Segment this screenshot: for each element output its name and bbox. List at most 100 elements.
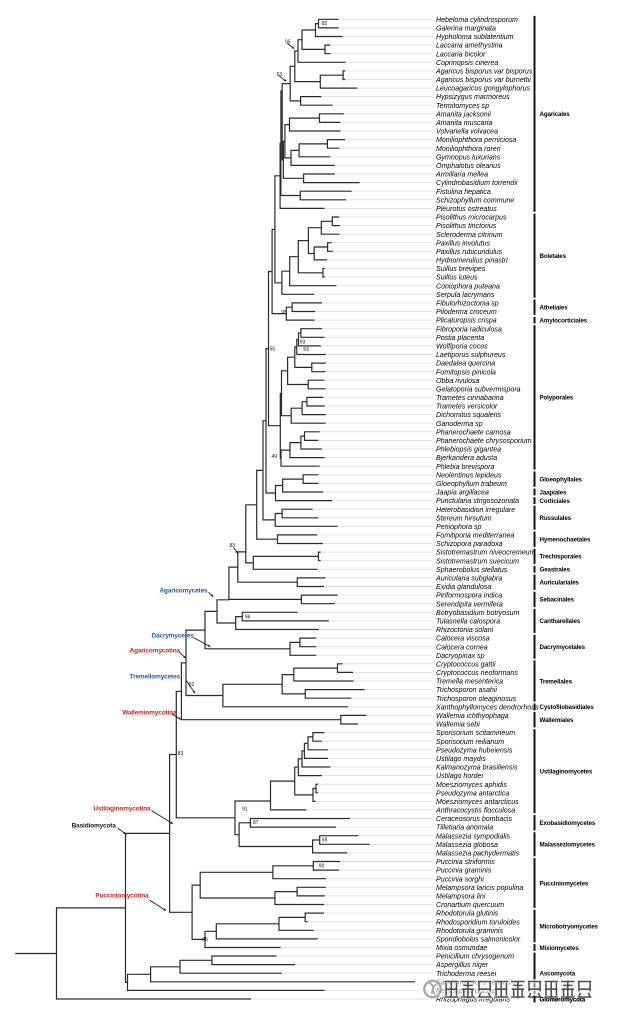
svg-text:Dichomitus squalens: Dichomitus squalens <box>436 412 501 419</box>
svg-text:Kalmanozyma brasiliensis: Kalmanozyma brasiliensis <box>436 765 518 772</box>
svg-text:Tremellomycetes: Tremellomycetes <box>130 674 181 681</box>
svg-text:Sphaerobolus stellatus: Sphaerobolus stellatus <box>436 567 508 574</box>
svg-text:Trichosporon oleaginosus: Trichosporon oleaginosus <box>436 696 517 703</box>
svg-text:Galerina marginata: Galerina marginata <box>436 26 496 33</box>
svg-text:Paxillus involutus: Paxillus involutus <box>436 240 491 247</box>
svg-text:Cylindrobasidium torrendii: Cylindrobasidium torrendii <box>436 180 518 187</box>
svg-text:Mixiomycetes: Mixiomycetes <box>540 945 580 952</box>
svg-text:Rhodotorula graminis: Rhodotorula graminis <box>436 928 503 935</box>
svg-text:Fomitiporia mediterranea: Fomitiporia mediterranea <box>436 533 514 540</box>
svg-text:Wolfiporia cocos: Wolfiporia cocos <box>436 344 488 351</box>
svg-text:91: 91 <box>242 807 248 813</box>
svg-text:Calocera viscosa: Calocera viscosa <box>436 636 490 643</box>
svg-text:Cryptococcus gattii: Cryptococcus gattii <box>436 661 496 668</box>
svg-text:Jaapiales: Jaapiales <box>540 489 567 496</box>
svg-text:Piriformospora indica: Piriformospora indica <box>436 593 502 600</box>
svg-text:Piloderma croceum: Piloderma croceum <box>436 309 497 316</box>
svg-text:Calocera cornea: Calocera cornea <box>436 644 488 651</box>
svg-text:Ceraceosorus bombacis: Ceraceosorus bombacis <box>436 816 512 823</box>
svg-text:Wallemia sebi: Wallemia sebi <box>436 722 480 729</box>
svg-text:Plicaturopsis crispa: Plicaturopsis crispa <box>436 318 497 325</box>
svg-text:83: 83 <box>230 543 236 549</box>
svg-text:Armillaria mellea: Armillaria mellea <box>435 172 488 179</box>
svg-text:Pseudozyma hubeiensis: Pseudozyma hubeiensis <box>436 747 513 754</box>
svg-text:Basidiomycota: Basidiomycota <box>72 822 117 829</box>
svg-text:Tremellales: Tremellales <box>540 678 573 685</box>
svg-text:Ganoderma sp: Ganoderma sp <box>436 421 483 428</box>
svg-text:Anthracocystis flocculosa: Anthracocystis flocculosa <box>435 808 515 815</box>
svg-text:Volvariella volvacea: Volvariella volvacea <box>436 129 498 136</box>
svg-text:Ustilago hordei: Ustilago hordei <box>436 773 483 780</box>
svg-text:Jaapia argillacea: Jaapia argillacea <box>435 490 489 497</box>
svg-text:Hydnomerulius pinastri: Hydnomerulius pinastri <box>436 258 508 265</box>
svg-text:Penicillium chrysogenum: Penicillium chrysogenum <box>436 954 514 961</box>
svg-text:Trechisporales: Trechisporales <box>540 554 583 561</box>
svg-text:Hebeloma cylindrosporum: Hebeloma cylindrosporum <box>436 17 518 24</box>
svg-text:Stereum hirsutum: Stereum hirsutum <box>436 515 492 522</box>
svg-text:Glomeromycota: Glomeromycota <box>540 996 586 1003</box>
svg-text:Hypholoma sublateritium: Hypholoma sublateritium <box>436 34 514 41</box>
svg-text:Scleroderma citrinum: Scleroderma citrinum <box>436 232 503 239</box>
svg-text:Botryobasidium botryosum: Botryobasidium botryosum <box>436 610 520 617</box>
svg-text:90: 90 <box>319 864 325 870</box>
svg-text:Malassezia globosa: Malassezia globosa <box>436 842 498 849</box>
svg-text:Puccinia graminis: Puccinia graminis <box>436 868 492 875</box>
svg-text:Glomeromycota: Glomeromycota <box>540 996 586 1003</box>
svg-text:Sporisorium scitamineum: Sporisorium scitamineum <box>436 730 515 737</box>
svg-text:Moesziomyces antarcticus: Moesziomyces antarcticus <box>436 799 519 806</box>
svg-text:Dacrymycetales: Dacrymycetales <box>540 644 586 651</box>
svg-text:Melampsora lini: Melampsora lini <box>436 894 486 901</box>
svg-text:Gelatoporia subvermispora: Gelatoporia subvermispora <box>436 386 521 393</box>
svg-text:Pucciniomycetes: Pucciniomycetes <box>540 880 589 887</box>
svg-text:Malasseziomycetes: Malasseziomycetes <box>540 842 596 849</box>
svg-text:82: 82 <box>189 682 195 688</box>
svg-text:Ustilaginomycetes: Ustilaginomycetes <box>540 769 593 776</box>
svg-text:Moniliophthora roreri: Moniliophthora roreri <box>436 146 501 153</box>
svg-text:Trametes cinnabarina: Trametes cinnabarina <box>436 395 504 402</box>
svg-text:Obba rivulosa: Obba rivulosa <box>436 378 480 385</box>
svg-text:Rhizoctonia solani: Rhizoctonia solani <box>436 627 494 634</box>
svg-text:Cystofilobasidiales: Cystofilobasidiales <box>540 704 595 711</box>
svg-text:Exidia glandulosa: Exidia glandulosa <box>436 584 491 591</box>
svg-text:Daedalea quercina: Daedalea quercina <box>436 361 495 368</box>
svg-text:96: 96 <box>245 615 251 621</box>
svg-text:Tulasnella calospora: Tulasnella calospora <box>436 619 500 626</box>
svg-text:Peniophora sp: Peniophora sp <box>436 524 482 531</box>
svg-text:Malassezia sympodialis: Malassezia sympodialis <box>436 833 510 840</box>
svg-text:Geastrales: Geastrales <box>540 567 571 574</box>
svg-text:Boletales: Boletales <box>540 253 567 260</box>
svg-text:Ascomycota: Ascomycota <box>540 971 576 978</box>
svg-text:Rhizophagus irregularis: Rhizophagus irregularis <box>436 997 511 1004</box>
svg-text:Wallemiales: Wallemiales <box>540 717 575 724</box>
svg-text:93: 93 <box>300 339 306 345</box>
svg-text:Pisolithus tinctorius: Pisolithus tinctorius <box>436 223 497 230</box>
svg-text:Rhodotorula glutinis: Rhodotorula glutinis <box>436 911 499 918</box>
svg-text:Agaricomycotina: Agaricomycotina <box>130 647 181 654</box>
svg-text:Wallemiomycotina: Wallemiomycotina <box>122 709 177 716</box>
svg-text:Tremella mesenterica: Tremella mesenterica <box>436 679 503 686</box>
svg-text:Dacrymycetes: Dacrymycetes <box>152 633 195 640</box>
svg-text:Wallemia ichthyophaga: Wallemia ichthyophaga <box>436 713 509 720</box>
svg-text:Agaricales: Agaricales <box>540 111 571 118</box>
svg-text:Neolentinus lepideus: Neolentinus lepideus <box>436 472 502 479</box>
svg-text:Cryptococcus neoformans: Cryptococcus neoformans <box>436 670 518 677</box>
svg-text:Mixia osmundae: Mixia osmundae <box>436 945 487 952</box>
svg-text:Coniophora puteana: Coniophora puteana <box>436 283 500 290</box>
svg-text:Cronartium quercuum: Cronartium quercuum <box>436 902 504 909</box>
svg-text:Phlebiopsis gigantea: Phlebiopsis gigantea <box>436 447 501 454</box>
svg-text:82: 82 <box>322 21 328 27</box>
svg-text:Phlebia brevispora: Phlebia brevispora <box>436 464 494 471</box>
svg-text:Gloeophyllum trabeum: Gloeophyllum trabeum <box>436 481 507 488</box>
svg-text:Hypsizygus marmoreus: Hypsizygus marmoreus <box>436 94 510 101</box>
svg-text:83: 83 <box>178 751 184 757</box>
svg-text:Trichoderma reesei: Trichoderma reesei <box>436 971 497 978</box>
svg-text:95: 95 <box>202 937 208 943</box>
svg-text:Paxillus rubicundulus: Paxillus rubicundulus <box>436 249 503 256</box>
svg-text:Fomitopsis pinicola: Fomitopsis pinicola <box>436 369 496 376</box>
svg-text:Sporidiobolus salmonicolor: Sporidiobolus salmonicolor <box>436 937 521 944</box>
svg-text:87: 87 <box>253 820 259 826</box>
svg-text:Leucoagaricus gongylophorus: Leucoagaricus gongylophorus <box>436 86 531 93</box>
svg-text:55: 55 <box>270 346 276 352</box>
svg-text:Amanita jacksonii: Amanita jacksonii <box>435 111 491 118</box>
svg-text:Sistotremastrum suecicum: Sistotremastrum suecicum <box>436 558 519 565</box>
